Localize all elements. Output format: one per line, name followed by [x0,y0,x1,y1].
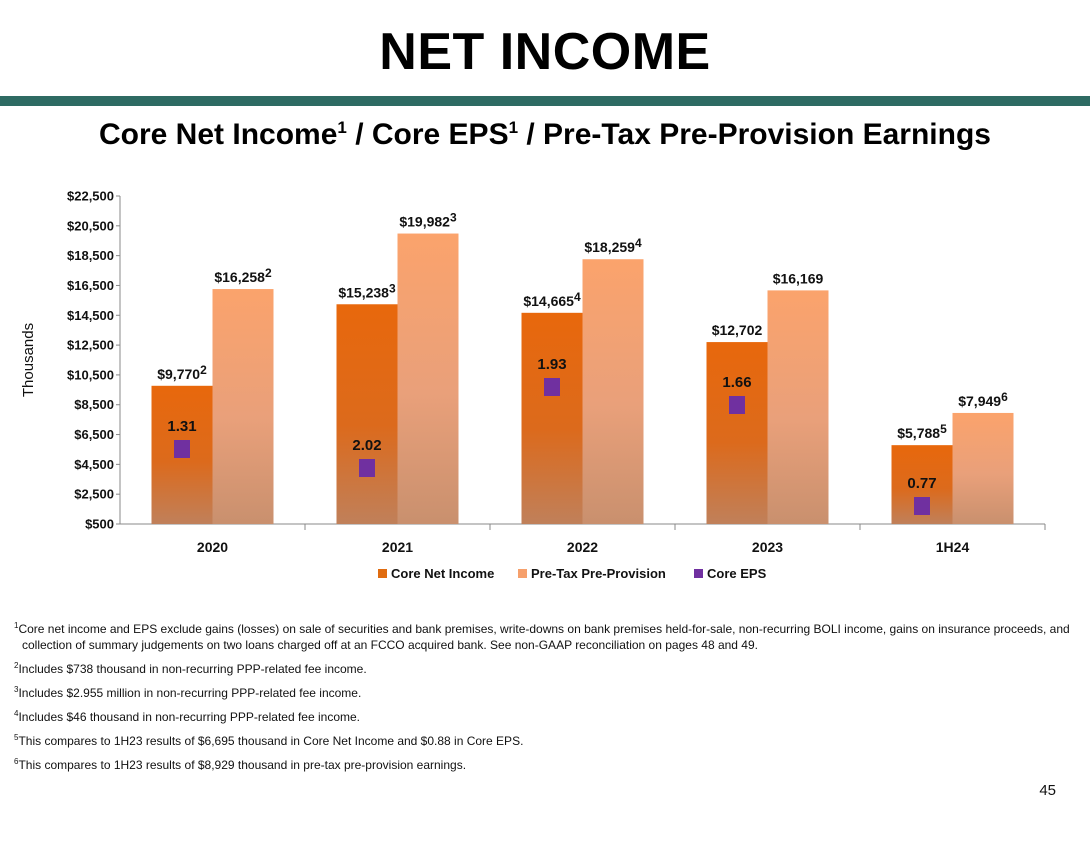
bar-core-net-income [336,304,398,524]
y-tick-label: $20,500 [67,218,114,233]
bar-core-net-income [521,312,583,524]
y-tick-label: $2,500 [74,487,114,502]
legend-pretax-preprovision-label: Pre-Tax Pre-Provision [531,566,666,581]
y-tick-label: $16,500 [67,278,114,293]
title-rule [0,96,1090,106]
footnote-3-num: 3 [14,685,19,694]
footnote-5-num: 5 [14,733,19,742]
y-tick-label: $6,500 [74,427,114,442]
bar-pretax-preprovision [212,289,274,524]
footnote-3-text: Includes $2.955 million in non-recurring… [18,686,362,700]
slide-title: NET INCOME [379,23,711,81]
y-tick-label: $10,500 [67,367,114,382]
x-category-label: 2020 [197,539,228,555]
y-tick-label: $8,500 [74,397,114,412]
eps-label: 1.31 [167,418,196,435]
label-core-net-income: $12,702 [712,322,763,338]
label-pretax-preprovision: $18,2594 [584,236,642,255]
chart-subtitle: Core Net Income1 / Core EPS1 / Pre-Tax P… [0,118,1090,152]
subtitle-part-3: / Pre-Tax Pre-Provision Earnings [518,118,991,151]
y-tick-label: $12,500 [67,338,114,353]
eps-label: 1.93 [537,356,566,373]
y-tick-label: $500 [85,517,114,532]
y-tick-label: $18,500 [67,248,114,263]
subtitle-sup-1: 1 [337,118,347,137]
footnote-4-text: Includes $46 thousand in non-recurring P… [18,710,360,724]
label-core-net-income: $14,6654 [523,290,581,309]
footnote-1-text: Core net income and EPS exclude gains (l… [18,622,1070,652]
label-core-net-income: $9,7702 [157,363,207,382]
page-number: 45 [1039,782,1056,799]
footnote-6-num: 6 [14,757,19,766]
footnote-1: 1Core net income and EPS exclude gains (… [14,618,1080,653]
label-core-net-income: $5,7885 [897,422,947,441]
y-tick-label: $14,500 [67,308,114,323]
bar-pretax-preprovision [767,290,829,524]
eps-marker [359,459,375,477]
eps-marker [174,440,190,458]
x-category-label: 2021 [382,539,413,555]
eps-marker [914,497,930,515]
bar-pretax-preprovision [582,259,644,524]
label-pretax-preprovision: $7,9496 [958,390,1008,409]
subtitle-part-1: Core Net Income [99,118,338,151]
y-tick-label: $22,500 [67,189,114,204]
footnote-5: 5This compares to 1H23 results of $6,695… [14,730,1080,749]
label-pretax-preprovision: $16,2582 [214,266,272,285]
subtitle-sup-2: 1 [508,118,519,137]
footnotes: 1Core net income and EPS exclude gains (… [14,618,1080,778]
label-pretax-preprovision: $16,169 [773,270,824,286]
footnote-5-text: This compares to 1H23 results of $6,695 … [18,734,524,748]
eps-marker [729,396,745,414]
legend-core-net-income-swatch [378,569,387,578]
subtitle-part-2: / Core EPS [346,118,509,151]
x-category-label: 1H24 [936,539,970,555]
footnote-2-num: 2 [14,661,19,670]
footnote-6-text: This compares to 1H23 results of $8,929 … [18,758,467,772]
bar-pretax-preprovision [397,233,459,525]
legend-core-eps-label: Core EPS [707,566,767,581]
eps-marker [544,378,560,396]
bar-pretax-preprovision [952,412,1014,524]
footnote-4-num: 4 [14,709,19,718]
eps-label: 2.02 [352,437,381,454]
footnote-3: 3Includes $2.955 million in non-recurrin… [14,682,1080,701]
y-tick-label: $4,500 [74,457,114,472]
footnote-4: 4Includes $46 thousand in non-recurring … [14,706,1080,725]
label-pretax-preprovision: $19,9823 [399,211,457,230]
bar-core-net-income [706,342,768,524]
legend-core-eps-swatch [694,569,703,578]
footnote-1-num: 1 [14,621,19,630]
y-axis-title: Thousands [20,323,37,397]
legend-core-net-income-label: Core Net Income [391,566,494,581]
footnote-2: 2Includes $738 thousand in non-recurring… [14,658,1080,677]
footnote-2-text: Includes $738 thousand in non-recurring … [18,662,367,676]
label-core-net-income: $15,2383 [338,281,396,300]
x-category-label: 2022 [567,539,598,555]
x-category-label: 2023 [752,539,783,555]
legend-pretax-preprovision-swatch [518,569,527,578]
net-income-chart: $22,500 $20,500 $18,500 $16,500 $14,500 $12,5… [20,189,1046,581]
footnote-6: 6This compares to 1H23 results of $8,929… [14,754,1080,773]
eps-label: 1.66 [722,374,751,391]
eps-label: 0.77 [907,475,936,492]
